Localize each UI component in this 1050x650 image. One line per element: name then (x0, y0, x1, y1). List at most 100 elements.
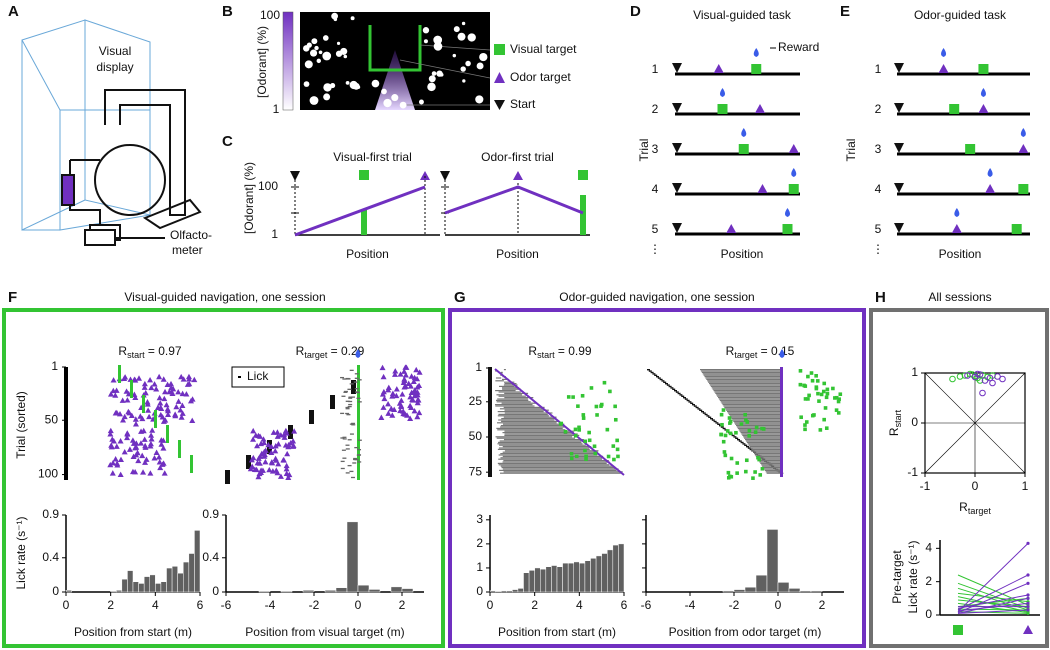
start-mark (724, 429, 728, 431)
odor-target-mark (145, 407, 152, 413)
odor-target-mark (247, 465, 254, 472)
hexagon (436, 70, 443, 77)
label: Position (346, 247, 389, 261)
lick-run (730, 416, 780, 418)
bar (357, 584, 370, 593)
odor-target-mark (164, 406, 171, 412)
lick-run (735, 423, 780, 425)
x-tick-label: 0 (487, 598, 494, 612)
hexagon (303, 81, 310, 87)
y-tick-label: 1 (476, 560, 483, 574)
r-symbol: R (118, 344, 127, 358)
odor-target-mark (391, 406, 398, 412)
marker (573, 427, 578, 432)
r-symbol: R (296, 344, 305, 358)
lick-run (762, 465, 780, 467)
marker (1011, 224, 1022, 234)
lick-run (498, 419, 555, 421)
marker (713, 64, 724, 73)
lick-run (714, 391, 780, 393)
marker (581, 416, 586, 420)
marker (727, 416, 732, 420)
lick-run (501, 387, 520, 389)
marker (810, 413, 815, 418)
odor-target-mark (282, 427, 289, 434)
label: 4 (875, 182, 882, 196)
marker (595, 413, 599, 417)
point (974, 370, 981, 378)
pair-line (957, 542, 1029, 613)
odor-target-mark (132, 416, 139, 422)
hexagon (350, 16, 355, 21)
odor-target-mark (274, 469, 281, 476)
start-mark (746, 446, 749, 448)
odor-target-mark (398, 397, 405, 403)
pair-line (957, 609, 1029, 614)
hexagon (381, 88, 387, 95)
bar (595, 555, 602, 593)
lick (345, 400, 350, 402)
odor-target-mark (140, 427, 147, 434)
odor-target-mark (175, 398, 182, 404)
marker (599, 404, 603, 408)
reward-drop (954, 208, 960, 217)
bar (545, 566, 552, 593)
lick (347, 464, 352, 467)
label: Position (721, 247, 764, 261)
pair-end (1026, 601, 1030, 605)
odor-target-mark (129, 437, 136, 443)
x-tick-label: 2 (107, 598, 114, 612)
marker (822, 381, 827, 386)
odor-target-mark (284, 450, 291, 457)
odor-target-mark (274, 433, 281, 439)
hexagon (316, 58, 321, 64)
odor-target-mark (164, 381, 171, 388)
odor-target-mark (133, 444, 140, 450)
marker (834, 395, 839, 400)
odor-target-mark (173, 403, 180, 410)
legend-square (494, 44, 505, 55)
odor-target-mark (285, 443, 292, 450)
x-tick-label: 2 (531, 598, 538, 612)
odor-target-mark (414, 413, 421, 420)
label: 100 (258, 179, 278, 193)
bar (567, 562, 575, 593)
marker (594, 404, 599, 409)
bar (188, 553, 195, 593)
bar (401, 588, 414, 593)
x-tick-label: 4 (152, 598, 159, 612)
label: Odor-first trial (481, 150, 554, 164)
x-tick-label: 2 (399, 598, 406, 612)
lick-run (726, 409, 780, 411)
odor-target-mark (393, 392, 400, 399)
y-tick-label: 2 (925, 574, 932, 588)
marker (608, 389, 612, 394)
lick (340, 437, 345, 439)
bar (607, 549, 614, 593)
marker (735, 471, 739, 475)
marker (743, 412, 747, 417)
lick-run (745, 440, 780, 442)
odor-target-mark (124, 397, 131, 403)
marker (809, 371, 814, 375)
hexagon (383, 98, 392, 108)
marker (803, 423, 807, 427)
lick-run (704, 376, 780, 378)
start-mark (246, 455, 251, 469)
lick-run (761, 464, 780, 466)
label: 4 (652, 182, 659, 196)
odor-target-mark (120, 417, 127, 423)
marker (616, 454, 620, 459)
odor-target-mark (136, 375, 143, 381)
start-mark (675, 391, 679, 393)
point (979, 389, 986, 397)
x-tick-label: 1 (1022, 479, 1029, 493)
pair-line (957, 597, 1029, 614)
marker (584, 457, 588, 462)
odor-target-mark (156, 373, 163, 380)
lick-run (498, 395, 526, 397)
marker (611, 444, 616, 448)
lick (352, 462, 357, 464)
odor-target-mark (157, 400, 164, 406)
